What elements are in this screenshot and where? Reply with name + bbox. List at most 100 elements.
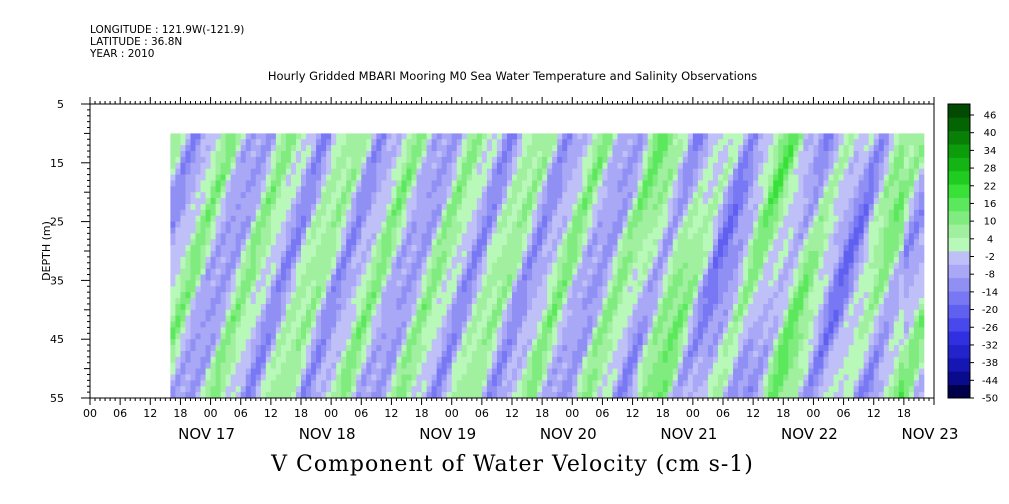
heatmap-cell	[602, 245, 608, 252]
heatmap-cell	[326, 356, 332, 364]
heatmap-cell	[185, 133, 191, 140]
heatmap-cell	[542, 180, 548, 187]
heatmap-cell	[215, 233, 222, 240]
heatmap-cell	[466, 362, 473, 369]
heatmap-cell	[707, 298, 714, 305]
heatmap-cell	[336, 315, 342, 322]
heatmap-cell	[562, 386, 568, 393]
heatmap-cell	[527, 151, 533, 158]
heatmap-cell	[411, 327, 417, 334]
heatmap-cell	[486, 139, 493, 146]
heatmap-cell	[617, 251, 623, 258]
heatmap-cell	[215, 362, 222, 369]
heatmap-cell	[270, 215, 277, 222]
heatmap-cell	[411, 209, 417, 217]
heatmap-cell	[436, 286, 443, 293]
heatmap-cell	[612, 380, 618, 387]
heatmap-cell	[446, 203, 453, 211]
heatmap-cell	[687, 151, 694, 158]
heatmap-cell	[361, 133, 367, 140]
heatmap-cell	[175, 350, 181, 358]
heatmap-cell	[346, 303, 352, 311]
heatmap-cell	[235, 151, 242, 158]
heatmap-cell	[376, 192, 382, 199]
heatmap-cell	[311, 221, 317, 228]
heatmap-cell	[662, 315, 669, 322]
heatmap-cell	[557, 162, 563, 170]
heatmap-cell	[687, 174, 694, 181]
heatmap-cell	[597, 180, 603, 187]
heatmap-cell	[170, 262, 176, 270]
heatmap-cell	[416, 298, 422, 305]
heatmap-cell	[672, 251, 679, 258]
heatmap-cell	[356, 203, 362, 211]
heatmap-cell	[707, 356, 714, 364]
heatmap-cell	[522, 362, 528, 369]
heatmap-cell	[411, 303, 417, 311]
heatmap-cell	[723, 203, 729, 211]
heatmap-cell	[707, 256, 714, 264]
heatmap-cell	[527, 268, 533, 275]
heatmap-cell	[326, 133, 332, 140]
heatmap-cell	[461, 168, 468, 175]
heatmap-cell	[426, 209, 433, 217]
heatmap-cell	[501, 274, 508, 281]
heatmap-cell	[285, 368, 292, 375]
heatmap-cell	[200, 309, 206, 317]
heatmap-cell	[717, 133, 724, 140]
heatmap-cell	[341, 186, 347, 193]
heatmap-cell	[351, 315, 357, 322]
heatmap-cell	[180, 245, 186, 252]
heatmap-cell	[285, 321, 292, 328]
heatmap-cell	[280, 333, 287, 340]
heatmap-cell	[517, 392, 523, 399]
heatmap-cell	[476, 215, 483, 222]
heatmap-cell	[416, 368, 422, 375]
heatmap-cell	[547, 292, 553, 299]
heatmap-cell	[341, 350, 347, 358]
heatmap-cell	[582, 362, 588, 369]
heatmap-cell	[205, 268, 211, 275]
heatmap-cell	[356, 345, 362, 352]
heatmap-cell	[441, 221, 448, 228]
heatmap-cell	[255, 198, 262, 205]
heatmap-cell	[386, 368, 392, 375]
heatmap-cell	[501, 350, 508, 358]
heatmap-cell	[336, 362, 342, 369]
heatmap-cell	[476, 298, 483, 305]
heatmap-cell	[717, 292, 724, 299]
heatmap-cell	[677, 356, 684, 364]
heatmap-cell	[501, 280, 508, 287]
heatmap-cell	[311, 303, 317, 311]
heatmap-cell	[215, 286, 222, 293]
heatmap-cell	[542, 274, 548, 281]
heatmap-cell	[456, 362, 463, 369]
heatmap-cell	[496, 386, 503, 393]
heatmap-cell	[602, 356, 608, 364]
heatmap-cell	[537, 286, 543, 293]
heatmap-cell	[607, 133, 613, 140]
heatmap-cell	[200, 303, 206, 311]
heatmap-cell	[642, 186, 649, 193]
heatmap-cell	[692, 380, 699, 387]
heatmap-cell	[537, 215, 543, 222]
heatmap-cell	[547, 192, 553, 199]
heatmap-cell	[170, 162, 176, 170]
heatmap-cell	[381, 198, 387, 205]
heatmap-cell	[486, 239, 493, 246]
heatmap-cell	[170, 350, 176, 358]
heatmap-cell	[557, 239, 563, 246]
heatmap-cell	[180, 274, 186, 281]
heatmap-cell	[235, 256, 242, 264]
heatmap-cell	[647, 315, 654, 322]
heatmap-cell	[250, 180, 257, 187]
heatmap-cell	[486, 174, 493, 181]
heatmap-cell	[707, 345, 714, 352]
heatmap-cell	[290, 303, 297, 311]
heatmap-cell	[522, 156, 528, 164]
heatmap-cell	[607, 245, 613, 252]
heatmap-cell	[331, 233, 337, 240]
heatmap-cell	[446, 180, 453, 187]
heatmap-cell	[301, 162, 307, 170]
heatmap-cell	[557, 139, 563, 146]
